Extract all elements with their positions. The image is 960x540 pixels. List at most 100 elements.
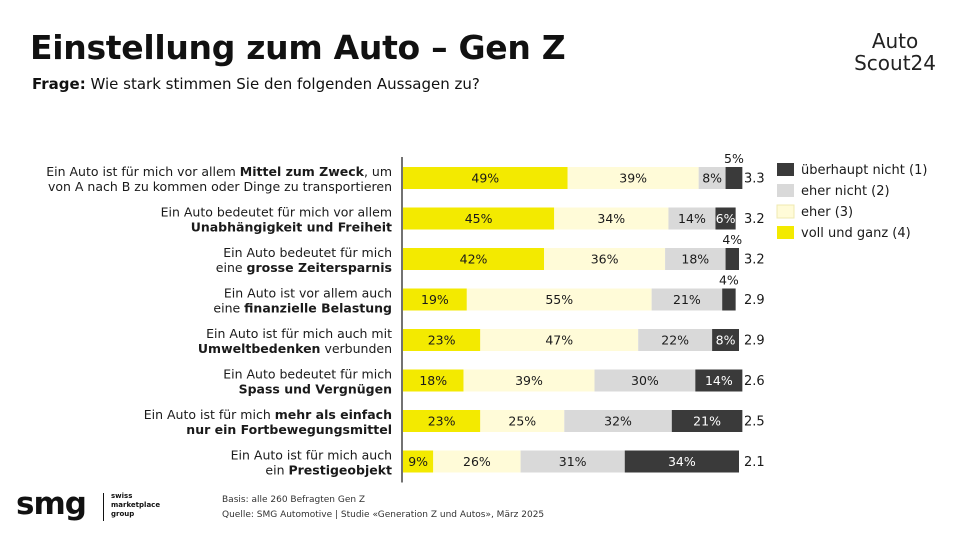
label-emphasis: Unabhängigkeit und Freiheit	[191, 220, 392, 235]
bar-value-label: 5%	[724, 151, 744, 166]
label-segment: Ein Auto ist vor allem auch	[224, 286, 392, 301]
category-label-line-2: ein Prestigeobjekt	[265, 463, 392, 478]
mean-value-label: 3.2	[744, 253, 765, 268]
label-segment: Ein Auto ist für mich vor allem	[46, 164, 240, 179]
category-label-line-2: von A nach B zu kommen oder Dinge zu tra…	[48, 179, 392, 194]
bar-value-label: 47%	[545, 333, 573, 348]
category-label-line-1: Ein Auto ist für mich vor allem Mittel z…	[46, 164, 392, 179]
bar-value-label: 8%	[716, 333, 736, 348]
bar-value-label: 45%	[465, 211, 493, 226]
bar-segment	[594, 369, 696, 392]
label-segment: von A nach B zu kommen oder Dinge zu tra…	[48, 179, 392, 194]
bar-value-label: 25%	[508, 414, 536, 429]
footer-basis: Basis: alle 260 Befragten Gen Z	[222, 495, 366, 505]
bar-value-label: 8%	[702, 171, 722, 186]
legend-label: eher nicht (2)	[801, 184, 890, 199]
bar-value-label: 19%	[421, 292, 449, 307]
category-label-line-2: Umweltbedenken verbunden	[198, 341, 392, 356]
bar-segment	[712, 329, 739, 351]
legend-swatch	[777, 226, 794, 239]
bar-value-label: 21%	[693, 414, 721, 429]
bar-value-label: 32%	[604, 414, 632, 429]
page-title: Einstellung zum Auto – Gen Z	[30, 28, 566, 67]
bar-value-label: 14%	[705, 373, 733, 388]
bar-value-label: 23%	[428, 414, 456, 429]
smg-subtext-line: swiss	[111, 492, 133, 500]
mean-value-label: 2.5	[744, 415, 765, 430]
brand-line-1: Auto	[871, 29, 919, 53]
autoscout24-logo: Auto Scout24	[854, 30, 936, 74]
bar-segment	[715, 207, 736, 230]
bar-segment	[564, 410, 672, 432]
mean-value-label: 2.9	[744, 334, 765, 349]
bar-segment	[520, 450, 625, 473]
category-label-line-2: nur ein Fortbewegungsmittel	[186, 422, 392, 437]
footer-source: Quelle: SMG Automotive | Studie «Generat…	[222, 510, 545, 520]
label-emphasis: nur ein Fortbewegungsmittel	[186, 422, 392, 437]
label-emphasis: Prestigeobjekt	[288, 463, 392, 478]
label-segment: Ein Auto bedeutet für mich vor allem	[161, 205, 392, 220]
label-segment: Ein Auto ist für mich auch	[231, 448, 392, 463]
legend-swatch	[777, 184, 794, 197]
smg-subtext-line: marketplace	[111, 501, 161, 509]
mean-value-label: 3.3	[744, 172, 765, 187]
bar-segment	[403, 288, 467, 311]
smg-subtext-line: group	[111, 510, 135, 518]
bar-segment	[668, 207, 716, 230]
question-label: Frage:	[32, 75, 86, 93]
bar-segment	[480, 329, 639, 351]
label-segment: Ein Auto ist für mich auch mit	[206, 326, 392, 341]
smg-logo-divider	[103, 493, 104, 521]
bar-value-label: 30%	[631, 373, 659, 388]
bar-value-label: 36%	[591, 252, 619, 267]
bar-segment	[725, 248, 739, 270]
smg-logo: smg swiss marketplace group	[16, 486, 160, 524]
bar-segment	[665, 248, 726, 270]
label-emphasis: grosse Zeitersparnis	[247, 260, 392, 275]
bar-segment	[466, 288, 652, 311]
label-emphasis: Mittel zum Zweck	[240, 164, 365, 179]
category-label-line-2: eine grosse Zeitersparnis	[216, 260, 392, 275]
bar-value-label: 14%	[678, 211, 706, 226]
bar-segment	[695, 369, 743, 392]
bar-segment	[671, 410, 743, 432]
bar-value-label: 31%	[559, 454, 587, 469]
label-segment: eine	[213, 301, 244, 316]
bar-value-label: 49%	[471, 171, 499, 186]
label-segment: Ein Auto bedeutet für mich	[223, 245, 392, 260]
bar-segment	[403, 167, 568, 189]
question-subtitle: Frage: Wie stark stimmen Sie den folgend…	[32, 75, 480, 93]
category-label-line-2: eine finanzielle Belastung	[213, 301, 392, 316]
bar-segment	[480, 410, 565, 432]
label-emphasis: finanzielle Belastung	[244, 301, 392, 316]
bar-value-label: 6%	[716, 211, 736, 226]
bar-segment	[403, 369, 464, 392]
category-label-line-1: Ein Auto bedeutet für mich vor allem	[161, 205, 392, 220]
bar-value-label: 23%	[428, 333, 456, 348]
bar-segment	[722, 288, 736, 311]
bar-value-label: 9%	[408, 454, 428, 469]
label-emphasis: Spass und Vergnügen	[239, 382, 392, 397]
bar-segment	[463, 369, 595, 392]
legend-label: überhaupt nicht (1)	[801, 163, 927, 178]
label-emphasis: mehr als einfach	[275, 407, 392, 422]
label-segment: ein	[265, 463, 288, 478]
label-segment: eine	[216, 260, 247, 275]
bar-segment	[651, 288, 723, 311]
bar-segment	[725, 167, 743, 189]
bar-segment	[403, 450, 434, 473]
category-label-line-1: Ein Auto ist für mich auch	[231, 448, 392, 463]
legend-swatch	[777, 163, 794, 176]
stacked-bar-chart: Ein Auto ist für mich vor allem Mittel z…	[46, 151, 927, 483]
label-emphasis: Umweltbedenken	[198, 341, 321, 356]
category-label-line-1: Ein Auto ist vor allem auch	[224, 286, 392, 301]
category-label-line-1: Ein Auto bedeutet für mich	[223, 245, 392, 260]
bar-segment	[403, 329, 481, 351]
bar-value-label: 34%	[668, 454, 696, 469]
bar-value-label: 4%	[719, 273, 739, 288]
bar-segment	[544, 248, 666, 270]
bar-value-label: 26%	[463, 454, 491, 469]
bar-segment	[403, 207, 555, 230]
bar-value-label: 39%	[619, 171, 647, 186]
bar-value-label: 18%	[419, 373, 447, 388]
